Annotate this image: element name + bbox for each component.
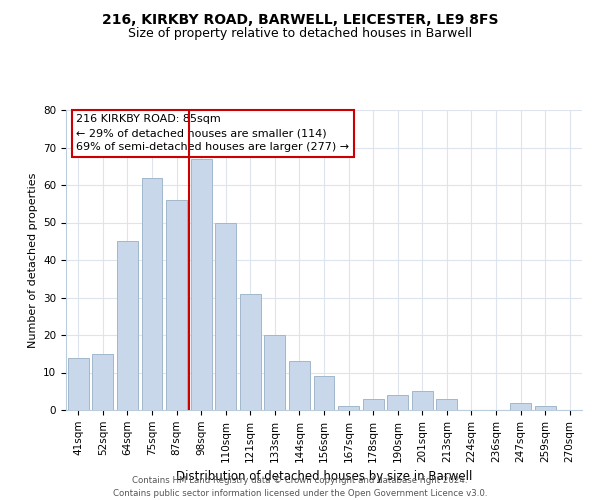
Bar: [314, 376, 334, 410]
Bar: [535, 406, 556, 410]
Bar: [362, 399, 383, 410]
Bar: [412, 391, 433, 410]
Text: 216, KIRKBY ROAD, BARWELL, LEICESTER, LE9 8FS: 216, KIRKBY ROAD, BARWELL, LEICESTER, LE…: [102, 12, 498, 26]
Bar: [191, 159, 212, 410]
Bar: [166, 200, 187, 410]
Y-axis label: Number of detached properties: Number of detached properties: [28, 172, 38, 348]
Text: Contains HM Land Registry data © Crown copyright and database right 2024.
Contai: Contains HM Land Registry data © Crown c…: [113, 476, 487, 498]
Text: 216 KIRKBY ROAD: 85sqm
← 29% of detached houses are smaller (114)
69% of semi-de: 216 KIRKBY ROAD: 85sqm ← 29% of detached…: [76, 114, 349, 152]
Bar: [68, 358, 89, 410]
Bar: [142, 178, 163, 410]
Bar: [387, 395, 408, 410]
Bar: [510, 402, 531, 410]
Text: Size of property relative to detached houses in Barwell: Size of property relative to detached ho…: [128, 28, 472, 40]
X-axis label: Distribution of detached houses by size in Barwell: Distribution of detached houses by size …: [176, 470, 472, 483]
Bar: [265, 335, 286, 410]
Bar: [436, 399, 457, 410]
Bar: [338, 406, 359, 410]
Bar: [289, 361, 310, 410]
Bar: [92, 354, 113, 410]
Bar: [117, 242, 138, 410]
Bar: [215, 222, 236, 410]
Bar: [240, 294, 261, 410]
